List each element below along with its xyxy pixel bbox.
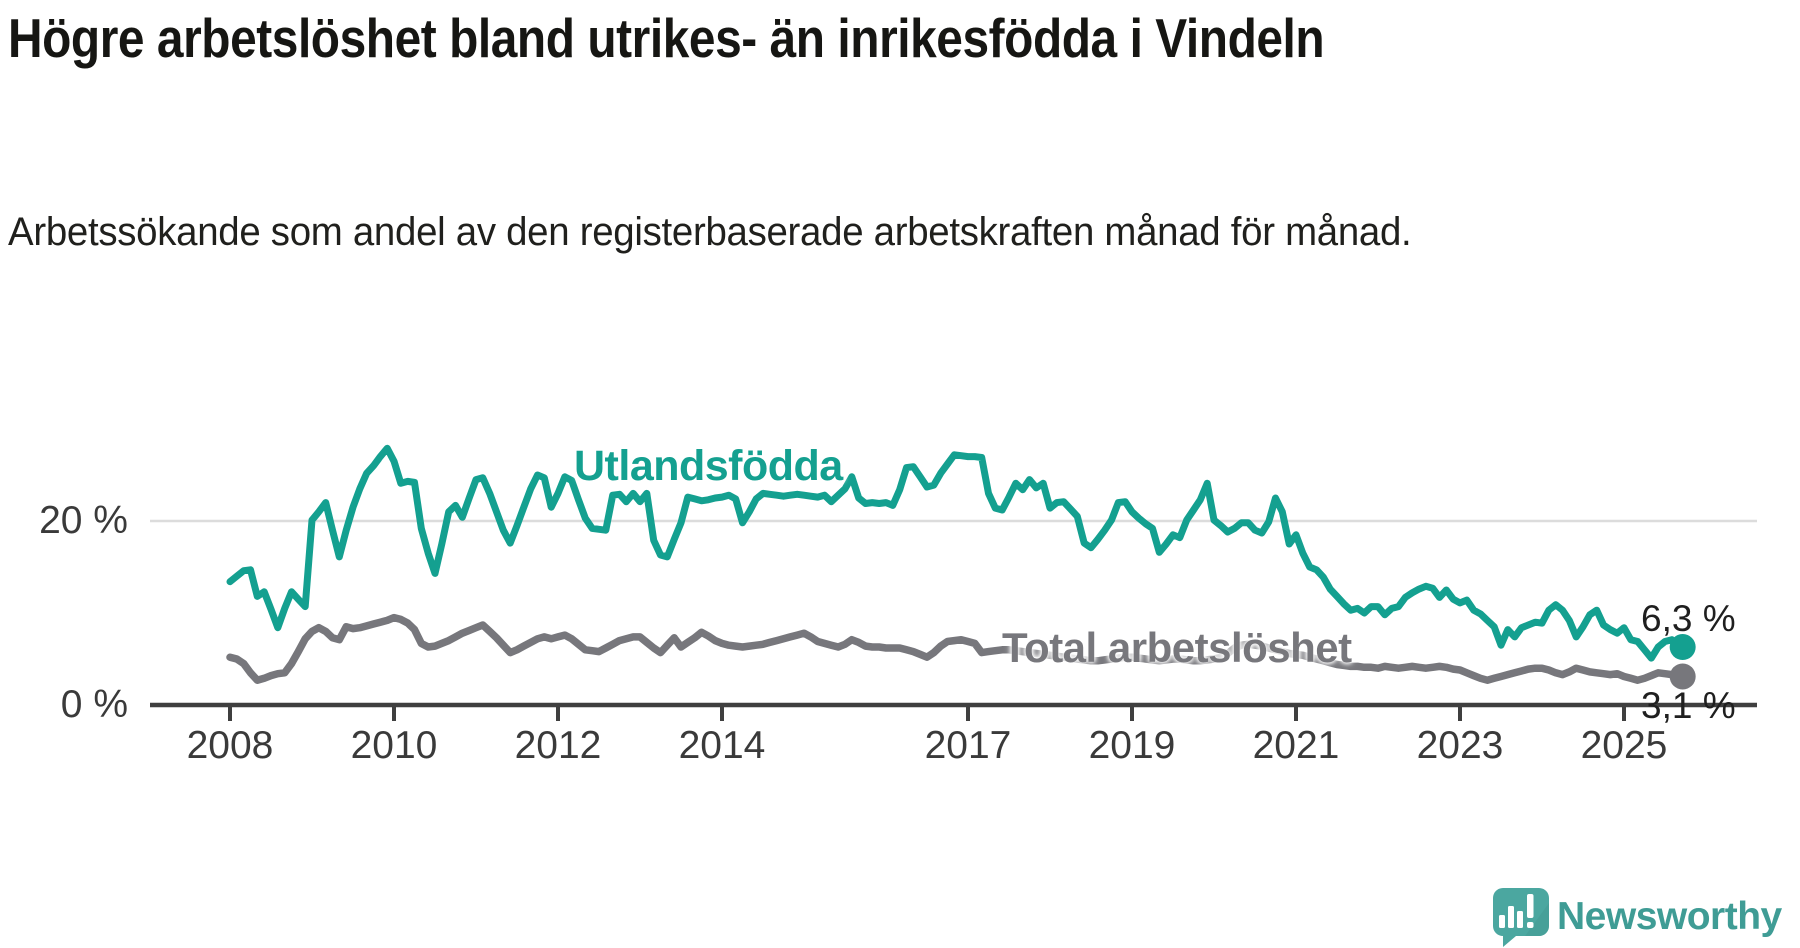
chart-subtitle: Arbetssökande som andel av den registerb…: [8, 210, 1412, 254]
series-label-total-arbetsloshet: Total arbetslöshet: [1002, 624, 1352, 671]
x-tick-label-2023: 2023: [1416, 724, 1504, 767]
end-dot-total-arbetsloshet: [1669, 663, 1696, 690]
x-tick-label-2014: 2014: [678, 724, 766, 767]
y-axis-label-0: 0 %: [60, 683, 128, 726]
end-value-label-utlandsfodda: 6,3 %: [1641, 598, 1736, 639]
series-label-utlandsfodda: Utlandsfödda: [574, 442, 843, 490]
exclamation-dot: [1527, 922, 1534, 928]
x-tick-label-2012: 2012: [514, 724, 602, 767]
bar-3: [1517, 911, 1523, 928]
bar-1: [1499, 915, 1505, 928]
x-tick-label-2021: 2021: [1252, 724, 1340, 767]
chart-title: Högre arbetslöshet bland utrikes- än inr…: [8, 7, 1325, 69]
line-total-arbetsloshet: [226, 613, 1683, 684]
bar-2: [1508, 906, 1514, 928]
x-tick-label-2017: 2017: [924, 724, 1012, 767]
end-value-label-total: 3,1 %: [1641, 685, 1736, 726]
x-tick-label-2008: 2008: [186, 724, 274, 767]
line-utlandsfodda: [226, 444, 1683, 662]
newsworthy-logo-icon: [1493, 888, 1549, 947]
y-axis-label-20: 20 %: [39, 499, 128, 542]
end-dot-utlandsfodda: [1669, 634, 1696, 661]
newsworthy-logo-text: Newsworthy: [1557, 895, 1782, 938]
x-tick-label-2010: 2010: [350, 724, 438, 767]
x-tick-label-2025: 2025: [1580, 724, 1668, 767]
exclamation-bar: [1527, 894, 1534, 918]
x-tick-label-2019: 2019: [1088, 724, 1176, 767]
